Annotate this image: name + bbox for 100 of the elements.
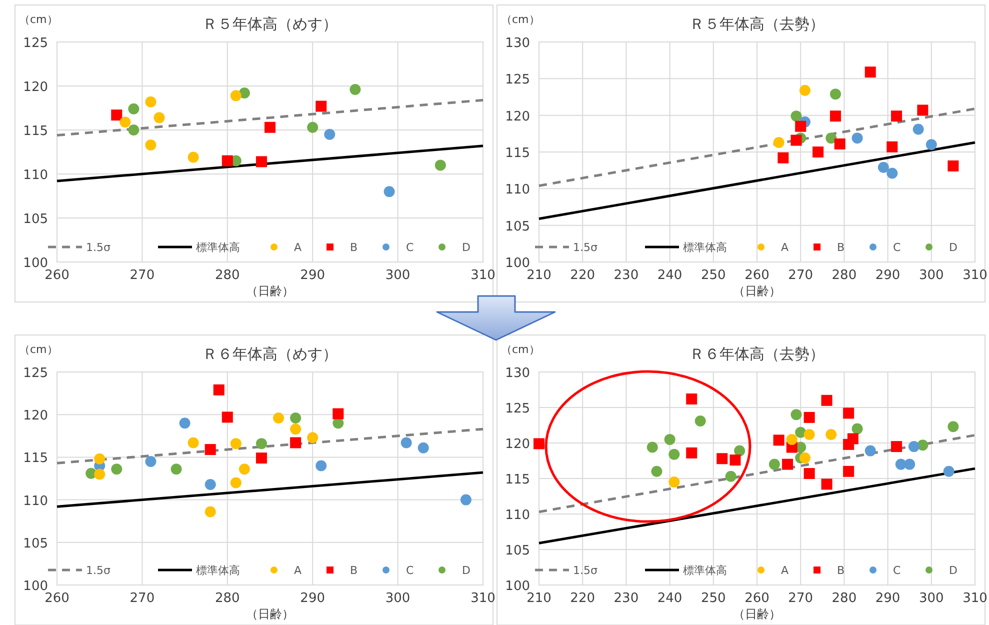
y-tick-label: 115 (23, 451, 48, 466)
point (222, 412, 233, 423)
y-tick-label: 105 (23, 212, 48, 227)
point (878, 162, 889, 173)
point (238, 88, 250, 99)
chart-title: Ｒ５年体高（めす） (202, 15, 338, 33)
y-tick-label: 105 (505, 544, 530, 558)
x-tick-label: 280 (214, 591, 240, 606)
legend-label: C (893, 241, 901, 254)
point (795, 120, 806, 132)
y-axis-title: （cm） (19, 13, 58, 26)
point (843, 408, 854, 419)
x-tick-label: 260 (744, 591, 770, 606)
x-tick-label: 280 (832, 268, 857, 283)
x-tick-label: 260 (44, 591, 70, 606)
legend-label: A (781, 564, 789, 577)
point (668, 476, 680, 488)
point (943, 466, 954, 477)
point (948, 421, 959, 432)
point (886, 168, 898, 179)
x-tick-label: 290 (300, 268, 326, 283)
x-tick-label: 270 (788, 591, 814, 606)
point (145, 139, 156, 150)
point (830, 110, 841, 122)
point (222, 155, 233, 166)
point (804, 468, 815, 480)
x-axis-title: （日齢） (246, 607, 294, 621)
legend-label: 標準体高 (683, 241, 727, 254)
chart-title: Ｒ５年体高（去勢） (690, 15, 824, 33)
point (256, 438, 267, 450)
x-tick-label: 250 (700, 268, 726, 283)
point (694, 415, 706, 426)
y-tick-label: 100 (505, 579, 530, 594)
legend-label: B (837, 241, 845, 254)
x-tick-label: 310 (470, 268, 496, 283)
y-tick-label: 110 (505, 182, 530, 198)
point (170, 464, 182, 475)
legend-label: D (462, 564, 470, 577)
point (686, 447, 698, 458)
point (332, 408, 344, 420)
point (821, 478, 832, 490)
point (782, 458, 794, 470)
point (864, 445, 876, 456)
x-tick-label: 220 (570, 268, 596, 283)
chart-title: Ｒ６年体高（めす） (202, 345, 338, 363)
y-tick-label: 105 (505, 219, 530, 234)
point (917, 104, 928, 116)
point (664, 434, 676, 445)
point (843, 438, 854, 450)
y-tick-label: 115 (23, 124, 48, 139)
point (400, 437, 412, 448)
point (128, 124, 140, 136)
point (891, 110, 902, 122)
point (256, 452, 267, 464)
point (188, 152, 199, 163)
legend-label: D (949, 241, 958, 254)
point (307, 432, 318, 444)
legend-label: B (350, 564, 358, 577)
point (668, 448, 680, 460)
point (204, 444, 216, 456)
y-tick-label: 110 (23, 494, 48, 509)
x-tick-label: 270 (130, 591, 155, 606)
x-tick-label: 240 (657, 268, 682, 283)
point (646, 442, 658, 453)
y-tick-label: 110 (23, 168, 48, 183)
point (120, 116, 131, 128)
point (773, 136, 784, 148)
y-tick-label: 120 (23, 80, 48, 95)
point (830, 88, 841, 100)
y-tick-label: 100 (23, 256, 48, 271)
point (908, 441, 920, 452)
point (111, 110, 122, 121)
legend-label: A (294, 241, 302, 254)
point (790, 409, 802, 420)
legend-label: B (350, 241, 358, 254)
x-tick-label: 300 (385, 591, 410, 606)
x-tick-label: 260 (44, 268, 70, 283)
point (204, 506, 216, 518)
legend-label: A (294, 564, 302, 577)
point (434, 160, 446, 171)
point (350, 84, 361, 96)
point (891, 441, 902, 452)
x-tick-label: 230 (614, 268, 639, 283)
y-tick-label: 105 (23, 536, 48, 552)
chart-title: Ｒ６年体高（去勢） (690, 345, 824, 363)
point (768, 458, 780, 470)
y-tick-label: 115 (505, 472, 530, 488)
point (821, 394, 832, 406)
point (804, 428, 815, 440)
x-tick-label: 290 (300, 591, 326, 606)
point (145, 456, 156, 467)
legend-label: D (949, 564, 958, 577)
point (834, 138, 846, 150)
y-tick-label: 125 (23, 36, 48, 51)
legend-label: 1.5σ (573, 564, 598, 577)
point (238, 464, 250, 475)
point (324, 128, 336, 140)
point (904, 458, 916, 470)
point (273, 412, 284, 424)
legend-label: 標準体高 (196, 564, 240, 577)
